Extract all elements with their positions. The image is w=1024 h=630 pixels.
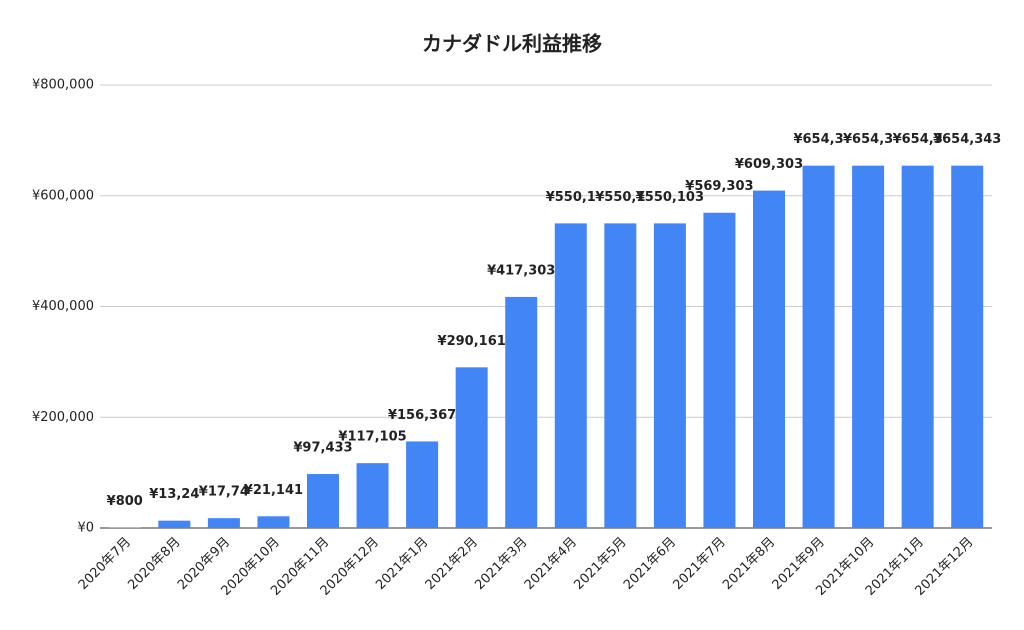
data-label: ¥417,303: [487, 263, 555, 278]
x-tick-label: 2020年8月: [125, 535, 183, 593]
y-tick-label: ¥0: [77, 521, 94, 536]
bar: [653, 223, 686, 528]
x-tick-label: 2021年4月: [522, 535, 580, 593]
data-label: ¥569,303: [685, 179, 753, 194]
bar: [406, 441, 439, 528]
x-tick-label: 2021年7月: [671, 535, 729, 593]
bar: [505, 296, 538, 528]
bar: [852, 165, 885, 528]
bar: [158, 520, 191, 528]
data-label: ¥654,3: [893, 132, 943, 147]
data-label: ¥654,3: [843, 132, 893, 147]
bar: [604, 223, 637, 528]
x-tick-label: 2020年7月: [76, 535, 134, 593]
y-tick-label: ¥200,000: [32, 410, 94, 425]
data-label: ¥550,103: [636, 190, 704, 205]
bar: [753, 190, 785, 529]
x-tick-label: 2021年8月: [720, 535, 778, 593]
bar: [901, 165, 934, 528]
data-label: ¥156,367: [388, 408, 456, 423]
data-label: ¥21,141: [244, 483, 303, 498]
data-label: ¥290,161: [438, 334, 506, 349]
x-tick-label: 2021年5月: [571, 535, 629, 593]
data-label: ¥550,1: [546, 190, 596, 205]
y-tick-label: ¥800,000: [32, 78, 94, 93]
bar: [356, 463, 389, 528]
x-tick-label: 2021年2月: [423, 535, 481, 593]
y-tick-label: ¥600,000: [32, 188, 94, 203]
bar: [703, 212, 736, 528]
data-label: ¥550,1: [595, 190, 645, 205]
bar: [307, 474, 339, 528]
data-label: ¥97,433: [293, 441, 352, 456]
data-label: ¥13,24: [149, 487, 199, 502]
x-tick-label: 2021年3月: [472, 535, 530, 593]
bar: [554, 223, 587, 528]
bar: [257, 516, 290, 528]
x-tick-label: 2021年1月: [373, 535, 431, 593]
x-tick-label: 2021年6月: [621, 535, 679, 593]
bar: [951, 165, 984, 528]
data-label: ¥654,343: [933, 132, 1001, 147]
data-label: ¥609,303: [735, 157, 803, 172]
bar: [207, 518, 240, 528]
data-label: ¥654,3: [793, 132, 843, 147]
data-label: ¥117,105: [338, 430, 406, 445]
data-label: ¥17,74: [199, 485, 249, 500]
y-tick-label: ¥400,000: [32, 299, 94, 314]
bar: [455, 367, 488, 528]
chart-title: カナダドル利益推移: [422, 32, 602, 56]
data-label: ¥800: [107, 494, 143, 509]
bar: [802, 165, 835, 528]
